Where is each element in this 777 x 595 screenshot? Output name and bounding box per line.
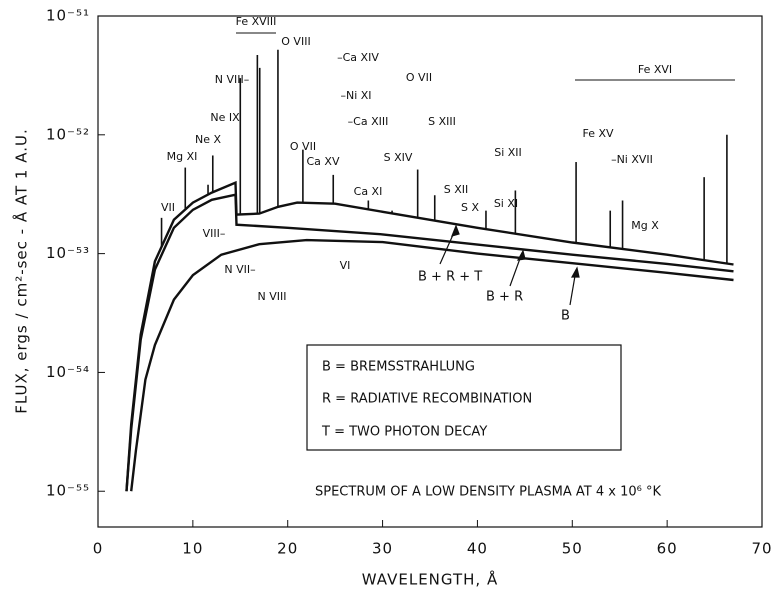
line-annotation: –Ni XVII [611, 153, 653, 166]
y-axis-label: FLUX, ergs / cm²-sec - Å AT 1 A.U. [12, 128, 31, 414]
line-annotation: Si XII [494, 146, 522, 159]
y-tick-label: 10⁻⁵¹ [46, 7, 90, 25]
line-annotation: O VIII [281, 35, 310, 48]
line-annotation: –Ca XIV [337, 51, 379, 64]
caption: SPECTRUM OF A LOW DENSITY PLASMA AT 4 x … [315, 485, 661, 500]
y-tick-label: 10⁻⁵² [46, 125, 90, 143]
legend-entry: T = TWO PHOTON DECAY [321, 425, 487, 440]
x-tick-label: 70 [751, 540, 772, 558]
line-annotation: N VII– [224, 263, 255, 276]
line-annotation: S XII [444, 183, 469, 196]
line-annotation: Fe XVIII [236, 15, 277, 28]
line-annotation: S X [461, 201, 479, 214]
y-tick-label: 10⁻⁵⁴ [46, 363, 90, 381]
line-annotation: Fe XV [582, 127, 614, 140]
line-annotation: –Ca XIII [348, 115, 389, 128]
continuum-line [125, 180, 734, 492]
x-tick-label: 50 [562, 540, 583, 558]
continuum-line [130, 238, 734, 492]
line-annotation: Ca XV [307, 155, 340, 168]
line-annotation: VII [161, 201, 175, 214]
x-axis-label: WAVELENGTH, Å [362, 570, 498, 589]
curve-arrows [439, 224, 580, 306]
line-annotation: N VIII [258, 290, 287, 303]
line-annotation: VIII– [203, 227, 226, 240]
line-annotation: –Ni XI [340, 89, 371, 102]
plot-frame [97, 15, 763, 528]
line-annotation: S XIII [428, 115, 456, 128]
line-annotation: O VII [406, 71, 432, 84]
x-tick-label: 0 [93, 540, 104, 558]
x-tick-label: 40 [467, 540, 488, 558]
line-annotation: S XIV [384, 151, 413, 164]
line-annotation: Fe XVI [638, 63, 672, 76]
line-annotation: Ca XI [354, 185, 383, 198]
x-tick-label: 20 [277, 540, 298, 558]
line-annotation: N VIII– [215, 73, 249, 86]
y-tick-label: 10⁻⁵³ [46, 244, 90, 262]
line-annotation: VI [340, 259, 351, 272]
line-annotation: O VII [290, 140, 316, 153]
curve-label: B + R + T [418, 270, 482, 285]
line-annotation: Si XI [494, 197, 518, 210]
curve-label: B [561, 309, 570, 324]
curve-label: B + R [486, 290, 523, 305]
legend-entry: B = BREMSSTRAHLUNG [322, 360, 475, 375]
legend-entry: R = RADIATIVE RECOMBINATION [322, 392, 532, 407]
legend-box [306, 344, 622, 451]
line-annotation: Ne IX [210, 111, 240, 124]
line-annotation: Mg X [631, 219, 659, 232]
line-annotation: Ne X [195, 133, 221, 146]
line-annotation: Mg XI [167, 150, 198, 163]
x-tick-label: 30 [372, 540, 393, 558]
x-tick-label: 10 [182, 540, 203, 558]
y-tick-label: 10⁻⁵⁵ [46, 482, 90, 500]
x-tick-label: 60 [657, 540, 678, 558]
